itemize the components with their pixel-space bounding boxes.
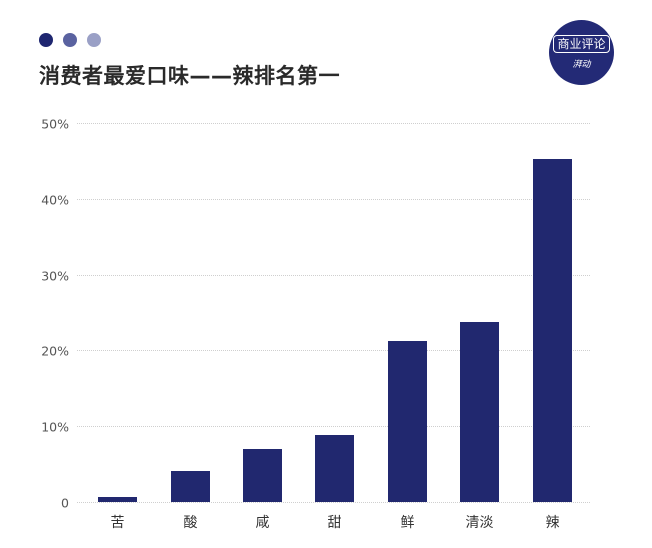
bar-2 [243,448,282,502]
gridline [77,123,590,124]
bar-1 [171,470,210,502]
x-axis-category-label: 苦 [110,515,125,531]
y-axis-tick-label: 20% [41,343,69,359]
brand-logo: 商业评论 湃动 [549,20,614,85]
logo-main-text: 商业评论 [553,35,610,53]
logo-sub-text: 湃动 [572,60,591,70]
gridline [77,198,590,200]
x-axis-category-label: 酸 [183,515,198,531]
x-axis-category-label: 鲜 [400,515,415,531]
x-axis-category-label: 辣 [545,515,560,531]
y-axis-tick-label: 50% [41,116,69,132]
chart-title: 消费者最爱口味——辣排名第一 [39,64,340,88]
decorative-dots [39,33,101,47]
dot-1 [39,33,53,47]
x-axis-category-label: 咸 [255,515,270,531]
gridline [77,426,590,428]
x-axis-category-label: 清淡 [465,515,494,531]
gridline [77,274,590,276]
y-axis-tick-label: 0 [61,495,69,511]
gridline [77,502,590,503]
bar-6 [533,159,572,502]
bar-3 [315,435,354,502]
bar-4 [388,341,427,502]
y-axis-tick-label: 10% [41,419,69,435]
bar-5 [460,322,499,502]
dot-3 [87,33,101,47]
y-axis-tick-label: 30% [41,268,69,284]
bar-0 [98,496,137,502]
gridline [77,350,590,352]
dot-2 [63,33,77,47]
y-axis-tick-label: 40% [41,192,69,208]
x-axis-category-label: 甜 [327,515,342,531]
